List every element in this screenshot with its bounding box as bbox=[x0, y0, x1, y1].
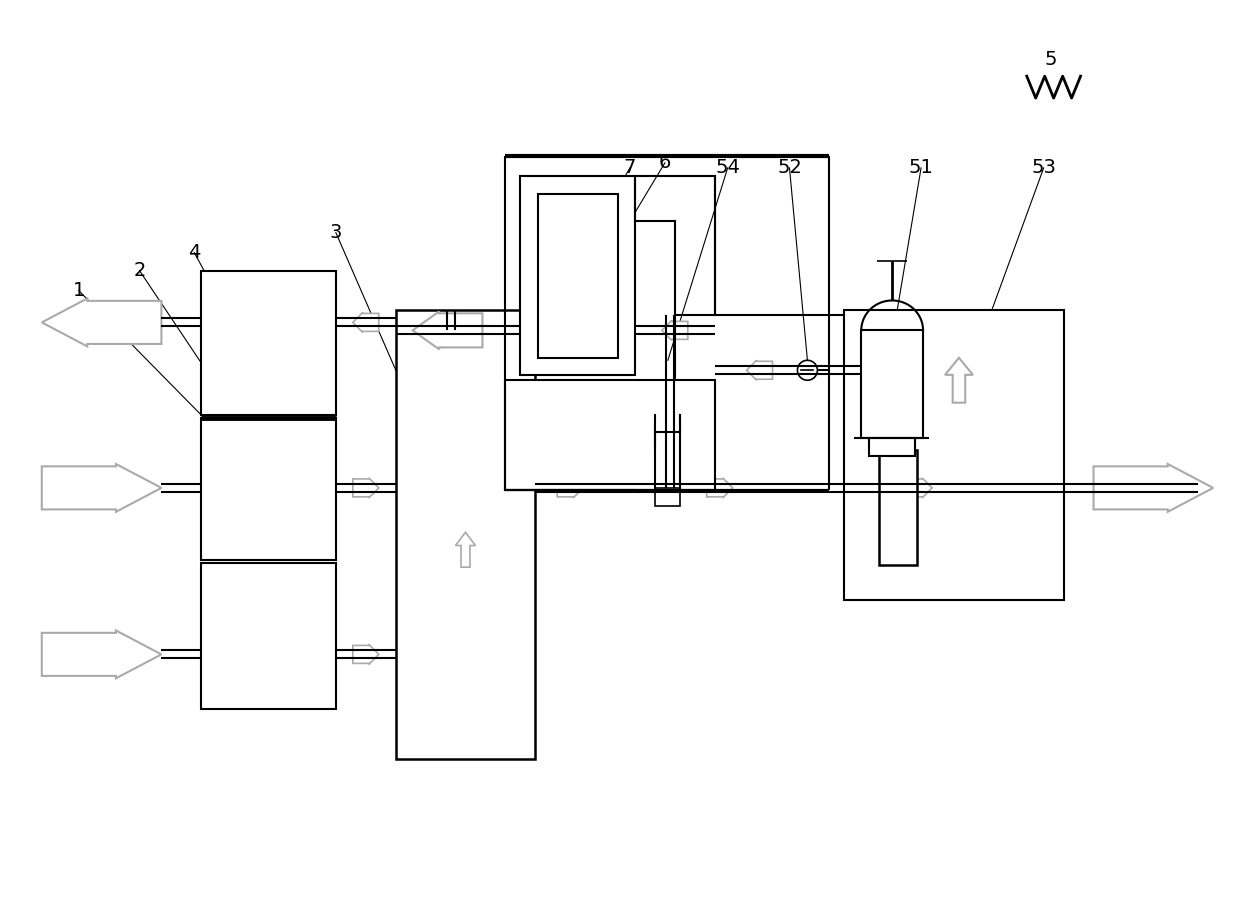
Text: 1: 1 bbox=[72, 281, 84, 300]
Text: 7: 7 bbox=[624, 159, 636, 178]
Bar bbox=[862, 330, 923, 438]
Bar bbox=[521, 176, 635, 375]
Text: 4: 4 bbox=[188, 243, 201, 262]
Text: 2: 2 bbox=[133, 261, 145, 280]
Bar bbox=[879, 450, 918, 565]
Polygon shape bbox=[707, 478, 733, 498]
Bar bbox=[396, 310, 536, 759]
Text: 53: 53 bbox=[1032, 159, 1056, 178]
Text: 6: 6 bbox=[658, 153, 671, 172]
Text: 3: 3 bbox=[330, 223, 342, 242]
Bar bbox=[201, 418, 336, 560]
Polygon shape bbox=[455, 532, 475, 567]
Polygon shape bbox=[746, 360, 773, 380]
Polygon shape bbox=[557, 478, 583, 498]
Polygon shape bbox=[353, 478, 378, 498]
Circle shape bbox=[797, 360, 817, 380]
Bar bbox=[655, 488, 680, 506]
Text: 52: 52 bbox=[777, 159, 802, 178]
Bar bbox=[538, 194, 618, 358]
Polygon shape bbox=[42, 298, 161, 346]
Polygon shape bbox=[353, 644, 378, 664]
Polygon shape bbox=[945, 357, 973, 403]
Polygon shape bbox=[662, 320, 688, 340]
Polygon shape bbox=[353, 312, 378, 332]
Text: 54: 54 bbox=[715, 159, 740, 178]
Bar bbox=[201, 270, 336, 415]
Bar bbox=[506, 380, 714, 490]
Bar bbox=[869, 438, 915, 456]
Text: 5: 5 bbox=[1044, 50, 1056, 69]
Polygon shape bbox=[42, 630, 161, 678]
Polygon shape bbox=[1094, 464, 1213, 512]
Polygon shape bbox=[906, 478, 932, 498]
Polygon shape bbox=[42, 464, 161, 512]
Bar bbox=[844, 310, 1064, 600]
Polygon shape bbox=[413, 311, 482, 349]
Bar bbox=[201, 562, 336, 709]
Text: 51: 51 bbox=[909, 159, 934, 178]
